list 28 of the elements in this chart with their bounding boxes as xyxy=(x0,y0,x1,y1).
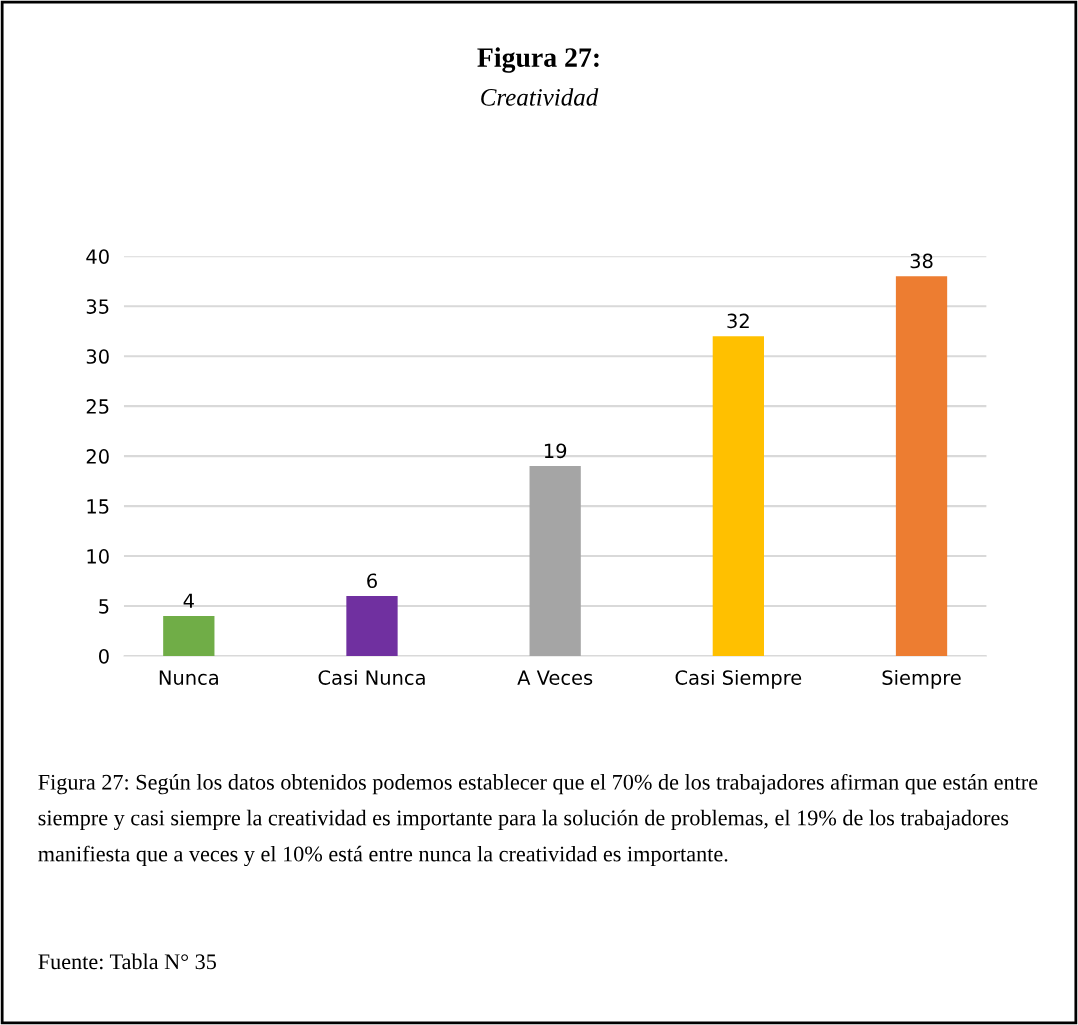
data-label: 4 xyxy=(183,593,194,608)
x-tick-label: Siempre xyxy=(882,669,961,689)
bar xyxy=(346,596,398,656)
y-tick-label: 25 xyxy=(86,399,109,414)
y-tick-label: 20 xyxy=(86,449,109,464)
x-tick-label: Nunca xyxy=(159,670,218,685)
y-tick-label: 15 xyxy=(87,499,109,514)
y-tick-label: 0 xyxy=(98,648,109,664)
chart-title: Figura 27: xyxy=(477,47,599,73)
x-tick-label: A Veces xyxy=(517,670,593,685)
y-tick-label: 35 xyxy=(86,299,109,314)
y-tick-label: 5 xyxy=(99,599,109,614)
data-label: 38 xyxy=(910,253,933,269)
x-tick-label: Casi Siempre xyxy=(675,669,802,689)
data-label: 19 xyxy=(544,443,567,459)
y-tick-label: 30 xyxy=(86,349,109,364)
bar xyxy=(895,276,948,656)
source-note: Fuente: Tabla N° 35 xyxy=(38,953,216,970)
text: Figura 27: Según los datos obtenidos podemos establecer que el 70% de los trabajadores afirman que están entre siempre y casi siempre la creatividad es importante para la solución de problemas, el 19% de los trabajadores manifiesta que a veces y el 10% está entre nunca la creatividad es importante. xyxy=(38,773,1038,867)
bar xyxy=(163,616,215,656)
data-label: 6 xyxy=(367,573,377,589)
bar xyxy=(529,466,581,656)
bar xyxy=(712,336,764,656)
x-tick-label: Casi Nunca xyxy=(318,669,425,685)
chart-subtitle: Creatividad xyxy=(481,88,599,106)
y-tick-label: 40 xyxy=(86,249,109,264)
data-label: 32 xyxy=(727,313,749,329)
y-tick-label: 10 xyxy=(87,549,109,564)
